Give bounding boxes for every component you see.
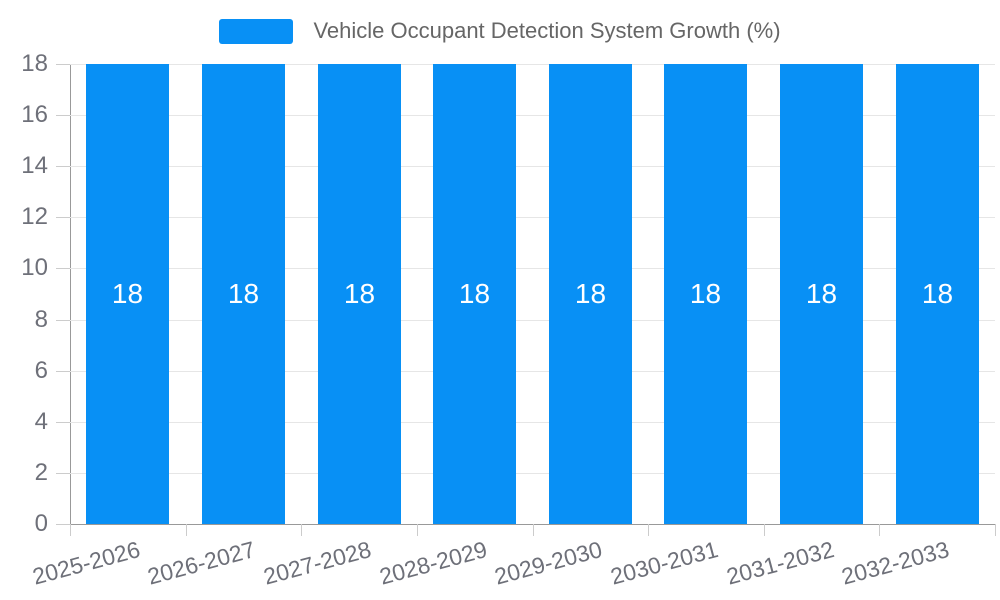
x-axis-tick <box>186 524 187 536</box>
y-axis-tick <box>56 115 70 116</box>
gridline <box>70 64 995 65</box>
y-axis-tick <box>56 473 70 474</box>
x-axis-tick-label: 2030-2031 <box>607 536 721 590</box>
bar[interactable]: 18 <box>202 64 285 524</box>
x-axis-tick <box>301 524 302 536</box>
x-axis-tick-label: 2032-2033 <box>838 536 952 590</box>
bar[interactable]: 18 <box>896 64 979 524</box>
x-axis-tick <box>764 524 765 536</box>
bar[interactable]: 18 <box>664 64 747 524</box>
gridline <box>70 166 995 167</box>
legend-item[interactable]: Vehicle Occupant Detection System Growth… <box>0 18 1000 44</box>
x-axis-tick <box>879 524 880 536</box>
gridline <box>70 422 995 423</box>
gridline <box>70 115 995 116</box>
bar[interactable]: 18 <box>86 64 169 524</box>
y-axis-tick-label: 8 <box>34 306 48 333</box>
bar[interactable]: 18 <box>780 64 863 524</box>
bar[interactable]: 18 <box>433 64 516 524</box>
bar[interactable]: 18 <box>318 64 401 524</box>
y-axis-tick-label: 4 <box>34 408 48 435</box>
bar-value-label: 18 <box>574 278 607 309</box>
x-axis-tick <box>417 524 418 536</box>
y-axis-tick <box>56 371 70 372</box>
y-axis-tick <box>56 64 70 65</box>
y-axis-tick-label: 10 <box>21 254 48 281</box>
bar-value-label: 18 <box>227 278 260 309</box>
y-axis-line <box>70 64 71 536</box>
x-axis-tick-label: 2025-2026 <box>29 536 143 590</box>
y-axis-tick-label: 18 <box>21 50 48 77</box>
x-axis-tick-label: 2028-2029 <box>376 536 490 590</box>
y-axis-tick <box>56 422 70 423</box>
x-axis-tick <box>70 524 71 536</box>
bar-value-label: 18 <box>111 278 144 309</box>
gridline <box>70 217 995 218</box>
x-axis-tick <box>648 524 649 536</box>
bar-value-label: 18 <box>343 278 376 309</box>
y-axis-tick-label: 14 <box>21 152 48 179</box>
legend-label: Vehicle Occupant Detection System Growth… <box>313 18 781 43</box>
bar-value-label: 18 <box>921 278 954 309</box>
x-axis-tick <box>995 524 996 536</box>
y-axis-tick <box>56 166 70 167</box>
legend-swatch <box>219 18 294 44</box>
bar[interactable]: 18 <box>549 64 632 524</box>
bar-value-label: 18 <box>689 278 722 309</box>
x-axis-tick-label: 2029-2030 <box>491 536 605 590</box>
y-axis-tick-label: 2 <box>34 459 48 486</box>
gridline <box>70 268 995 269</box>
y-axis-tick-label: 16 <box>21 101 48 128</box>
gridline <box>70 473 995 474</box>
bar-value-label: 18 <box>805 278 838 309</box>
y-axis-tick-label: 12 <box>21 203 48 230</box>
y-axis-tick-label: 0 <box>34 510 48 537</box>
y-axis-tick <box>56 524 70 525</box>
y-axis-tick-label: 6 <box>34 357 48 384</box>
x-axis-tick-label: 2026-2027 <box>144 536 258 590</box>
plot-area: 18 18 18 18 18 18 18 18 <box>70 64 995 524</box>
y-axis-tick <box>56 268 70 269</box>
x-axis-tick-label: 2027-2028 <box>260 536 374 590</box>
x-axis-tick <box>533 524 534 536</box>
x-axis-tick-label: 2031-2032 <box>723 536 837 590</box>
y-axis-tick <box>56 320 70 321</box>
y-axis-tick <box>56 217 70 218</box>
gridline <box>70 371 995 372</box>
gridline <box>70 320 995 321</box>
x-axis-line <box>70 524 995 525</box>
bar-value-label: 18 <box>458 278 491 309</box>
